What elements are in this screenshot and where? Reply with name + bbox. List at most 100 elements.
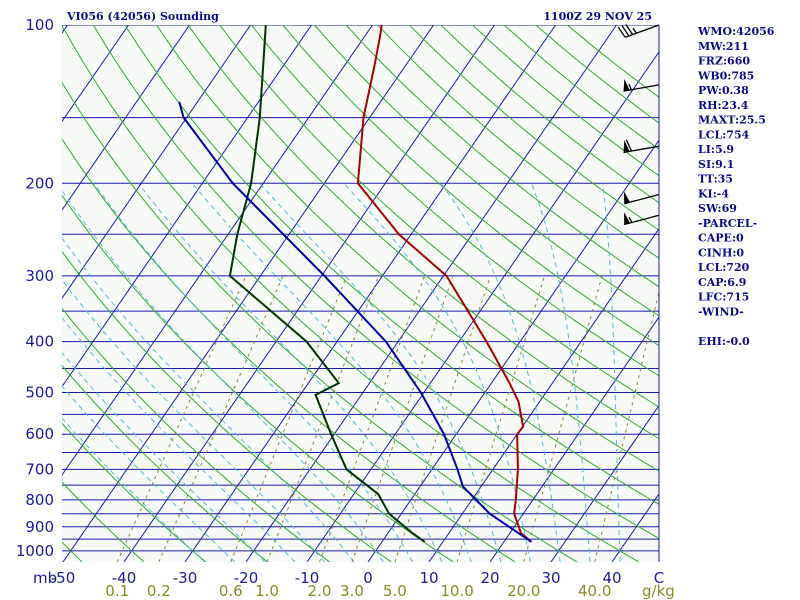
pressure-unit-label: mb: [33, 569, 57, 587]
station-title: VI056 (42056) Sounding: [66, 10, 219, 23]
pressure-tick-label: 800: [25, 491, 54, 509]
temperature-tick-label: 40: [602, 569, 621, 587]
stability-index-item: LCL:754: [698, 128, 750, 141]
moist-adiabat-line: [191, 182, 472, 562]
mixing-ratio-tick-label: 3.0: [340, 582, 364, 600]
mixing-ratio-tick-label: 20.0: [507, 582, 540, 600]
wind-barb: [617, 23, 660, 38]
stability-index-item: CINH:0: [698, 246, 744, 259]
stability-index-item: WB0:785: [697, 69, 754, 82]
mixing-ratio-tick-label: 5.0: [383, 582, 407, 600]
dry-adiabat-line: [62, 422, 207, 562]
pressure-tick-label: 900: [25, 518, 54, 536]
moist-adiabat-line: [93, 183, 414, 562]
wind-barb-half: [628, 216, 633, 223]
pressure-tick-label: 600: [25, 425, 54, 443]
moist-adiabat-line: [602, 183, 621, 562]
mixing-ratio-line: [266, 275, 380, 562]
temperature-tick-label: -40: [112, 569, 137, 587]
stability-index-item: PW:0.38: [698, 84, 749, 97]
isotherm-line: [0, 25, 7, 562]
wind-barb: [623, 139, 660, 154]
wind-barb-flag: [624, 212, 631, 225]
stability-index-item: LI:5.9: [698, 143, 734, 156]
moist-adiabat-line: [259, 182, 502, 562]
stability-index-item: CAPE:0: [698, 232, 744, 245]
mixing-ratio-line: [351, 275, 454, 562]
wind-barb-half: [632, 27, 637, 34]
stability-index-item: CAP:6.9: [698, 276, 746, 289]
pressure-tick-label: 200: [25, 174, 54, 192]
wind-barb-half: [628, 83, 633, 91]
temperature-tick-label: -30: [173, 569, 198, 587]
stability-index-item: -PARCEL-: [698, 217, 757, 230]
mixing-ratio-line: [158, 275, 284, 562]
mixing-ratio-unit-label: g/kg: [642, 582, 675, 600]
mixing-ratio-line: [523, 275, 603, 562]
moist-adiabat-line: [62, 279, 325, 562]
wind-barb-staff: [623, 84, 660, 92]
dry-adiabat-line: [92, 25, 659, 540]
stability-index-item: -WIND-: [698, 305, 744, 318]
temperature-tick-label: -50: [51, 569, 76, 587]
mixing-ratio-tick-label: 0.1: [105, 582, 129, 600]
dry-adiabat-line: [250, 25, 659, 377]
mixing-ratio-line: [116, 275, 247, 562]
isotherm-line: [184, 25, 556, 562]
isotherm-line: [62, 25, 312, 388]
dry-adiabat-line: [62, 307, 330, 562]
isotherm-line: [123, 25, 495, 562]
dry-adiabat-line: [62, 138, 516, 562]
valid-time: 1100Z 29 NOV 25: [543, 10, 652, 23]
pressure-tick-label: 300: [25, 267, 54, 285]
moist-adiabat-line: [62, 352, 266, 562]
isotherm-line: [62, 25, 251, 300]
moist-adiabat-line: [531, 183, 591, 562]
isotherm-line: [62, 25, 129, 123]
dry-adiabat-line: [124, 25, 659, 505]
dry-adiabat-line: [282, 25, 659, 347]
mixing-ratio-line: [456, 275, 545, 562]
stability-index-item: LFC:715: [698, 291, 749, 304]
temperature-profile-line: [356, 25, 533, 543]
dry-adiabat-line: [345, 25, 659, 288]
dry-adiabat-line: [187, 25, 659, 440]
pressure-tick-label: 400: [25, 333, 54, 351]
mixing-ratio-line: [230, 275, 348, 562]
mixing-ratio-tick-label: 1.0: [255, 582, 279, 600]
moist-adiabat-line: [62, 385, 236, 562]
isotherm-line: [62, 25, 434, 562]
pressure-tick-label: 700: [25, 460, 54, 478]
wind-barb: [624, 191, 660, 205]
wind-barb: [623, 78, 660, 92]
isotherm-line: [550, 404, 659, 562]
pressure-tick-label: 100: [25, 16, 54, 34]
isotherm-line: [62, 25, 373, 476]
temperature-tick-label: 20: [480, 569, 499, 587]
moist-adiabat-line: [440, 183, 561, 562]
isotherm-line: [245, 25, 617, 562]
mixing-ratio-line: [319, 275, 426, 562]
isotherm-line: [367, 139, 659, 562]
wind-barb-staff: [624, 24, 660, 38]
dry-adiabat-line: [156, 25, 659, 472]
dry-adiabat-line: [62, 25, 640, 562]
moist-adiabat-line: [62, 417, 205, 562]
stability-index-item: LCL:720: [698, 261, 750, 274]
stability-index-item: FRZ:660: [698, 55, 750, 68]
wind-barb-full: [621, 25, 630, 37]
wind-barb-flag: [624, 191, 631, 204]
stability-index-item: KI:-4: [698, 187, 729, 200]
dry-adiabat-line: [219, 25, 659, 408]
temperature-tick-label: C: [654, 569, 664, 587]
wind-barb-staff: [624, 193, 660, 205]
temperature-tick-label: 0: [363, 569, 373, 587]
temperature-tick-label: -10: [295, 569, 320, 587]
dewpoint-profile-line: [228, 25, 426, 543]
stability-index-item: WMO:42056: [697, 25, 775, 38]
temperature-tick-label: -20: [234, 569, 259, 587]
mixing-ratio-tick-label: 0.6: [219, 582, 243, 600]
temperature-tick-label: 30: [541, 569, 560, 587]
